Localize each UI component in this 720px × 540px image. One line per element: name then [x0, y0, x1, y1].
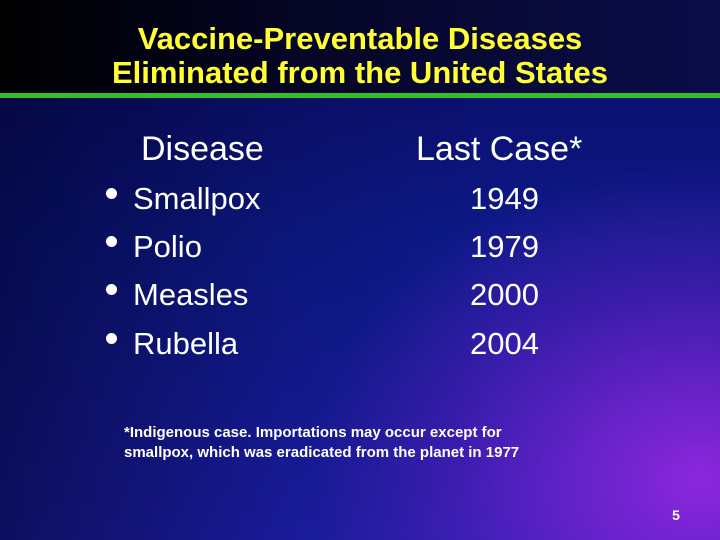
disease-name: Measles — [133, 277, 249, 312]
title-divider — [0, 93, 720, 98]
footnote-line-2: smallpox, which was eradicated from the … — [124, 444, 520, 461]
bullet-icon — [106, 188, 117, 199]
page-number: 5 — [672, 507, 680, 523]
bullet-icon — [106, 333, 117, 344]
column-header-last-case: Last Case* — [416, 130, 583, 168]
disease-name: Smallpox — [133, 181, 261, 216]
last-case-year: 1979 — [470, 229, 539, 264]
column-header-disease: Disease — [141, 130, 264, 168]
slide-title-line-2: Eliminated from the United States — [111, 55, 609, 90]
footnote-line-1: *Indigenous case. Importations may occur… — [124, 424, 502, 441]
last-case-year: 2000 — [470, 277, 539, 312]
disease-name: Rubella — [133, 326, 239, 361]
last-case-year: 1949 — [470, 181, 539, 216]
footnote: *Indigenous case. Importations may occur… — [124, 423, 519, 463]
slide-title-line-1: Vaccine-Preventable Diseases — [137, 21, 583, 56]
bullet-icon — [106, 236, 117, 247]
disease-name: Polio — [133, 229, 202, 264]
title-band: Vaccine-Preventable Diseases Eliminated … — [0, 0, 720, 94]
last-case-year: 2004 — [470, 326, 539, 361]
bullet-icon — [106, 284, 117, 295]
